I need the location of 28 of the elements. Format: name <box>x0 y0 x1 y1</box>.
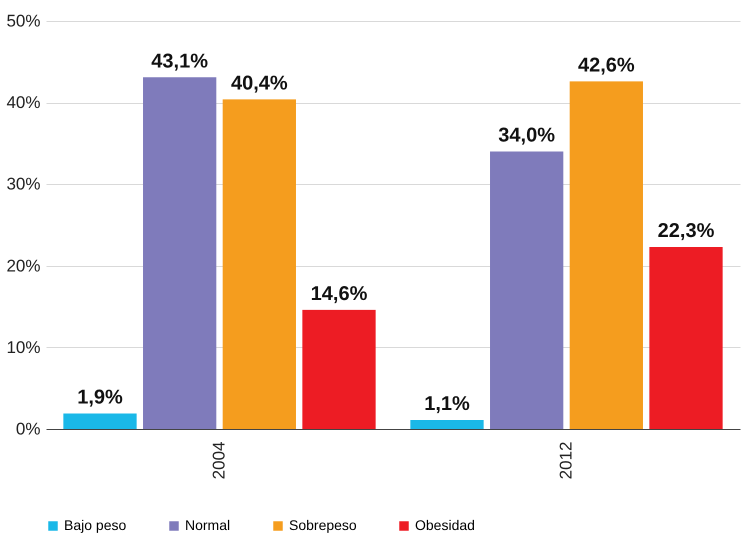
bar <box>490 152 564 429</box>
y-tick-label: 20% <box>6 256 40 276</box>
y-tick-label: 0% <box>16 420 40 438</box>
legend-label: Bajo peso <box>64 517 126 533</box>
x-tick-label: 2004 <box>210 442 228 480</box>
y-tick-label: 50% <box>6 12 40 30</box>
bar <box>570 81 643 429</box>
legend-label: Obesidad <box>415 517 475 533</box>
legend-label: Normal <box>185 517 230 533</box>
bar <box>143 77 216 429</box>
legend-label: Sobrepeso <box>289 517 357 533</box>
y-tick-label: 30% <box>6 174 40 194</box>
data-label: 22,3% <box>658 220 715 242</box>
y-tick-label: 10% <box>6 338 40 357</box>
data-label: 34,0% <box>498 124 556 147</box>
x-tick-label: 2012 <box>556 442 576 480</box>
data-label: 1,9% <box>77 386 124 408</box>
bar <box>649 247 723 429</box>
data-label: 14,6% <box>310 282 368 305</box>
bar <box>410 420 484 429</box>
data-label: 40,4% <box>230 72 288 94</box>
bar <box>222 99 296 429</box>
data-label: 43,1% <box>151 50 208 72</box>
bar <box>302 310 376 429</box>
data-label: 42,6% <box>578 54 635 76</box>
bar <box>63 413 137 429</box>
data-label: 1,1% <box>424 393 470 416</box>
y-tick-label: 40% <box>6 93 40 112</box>
